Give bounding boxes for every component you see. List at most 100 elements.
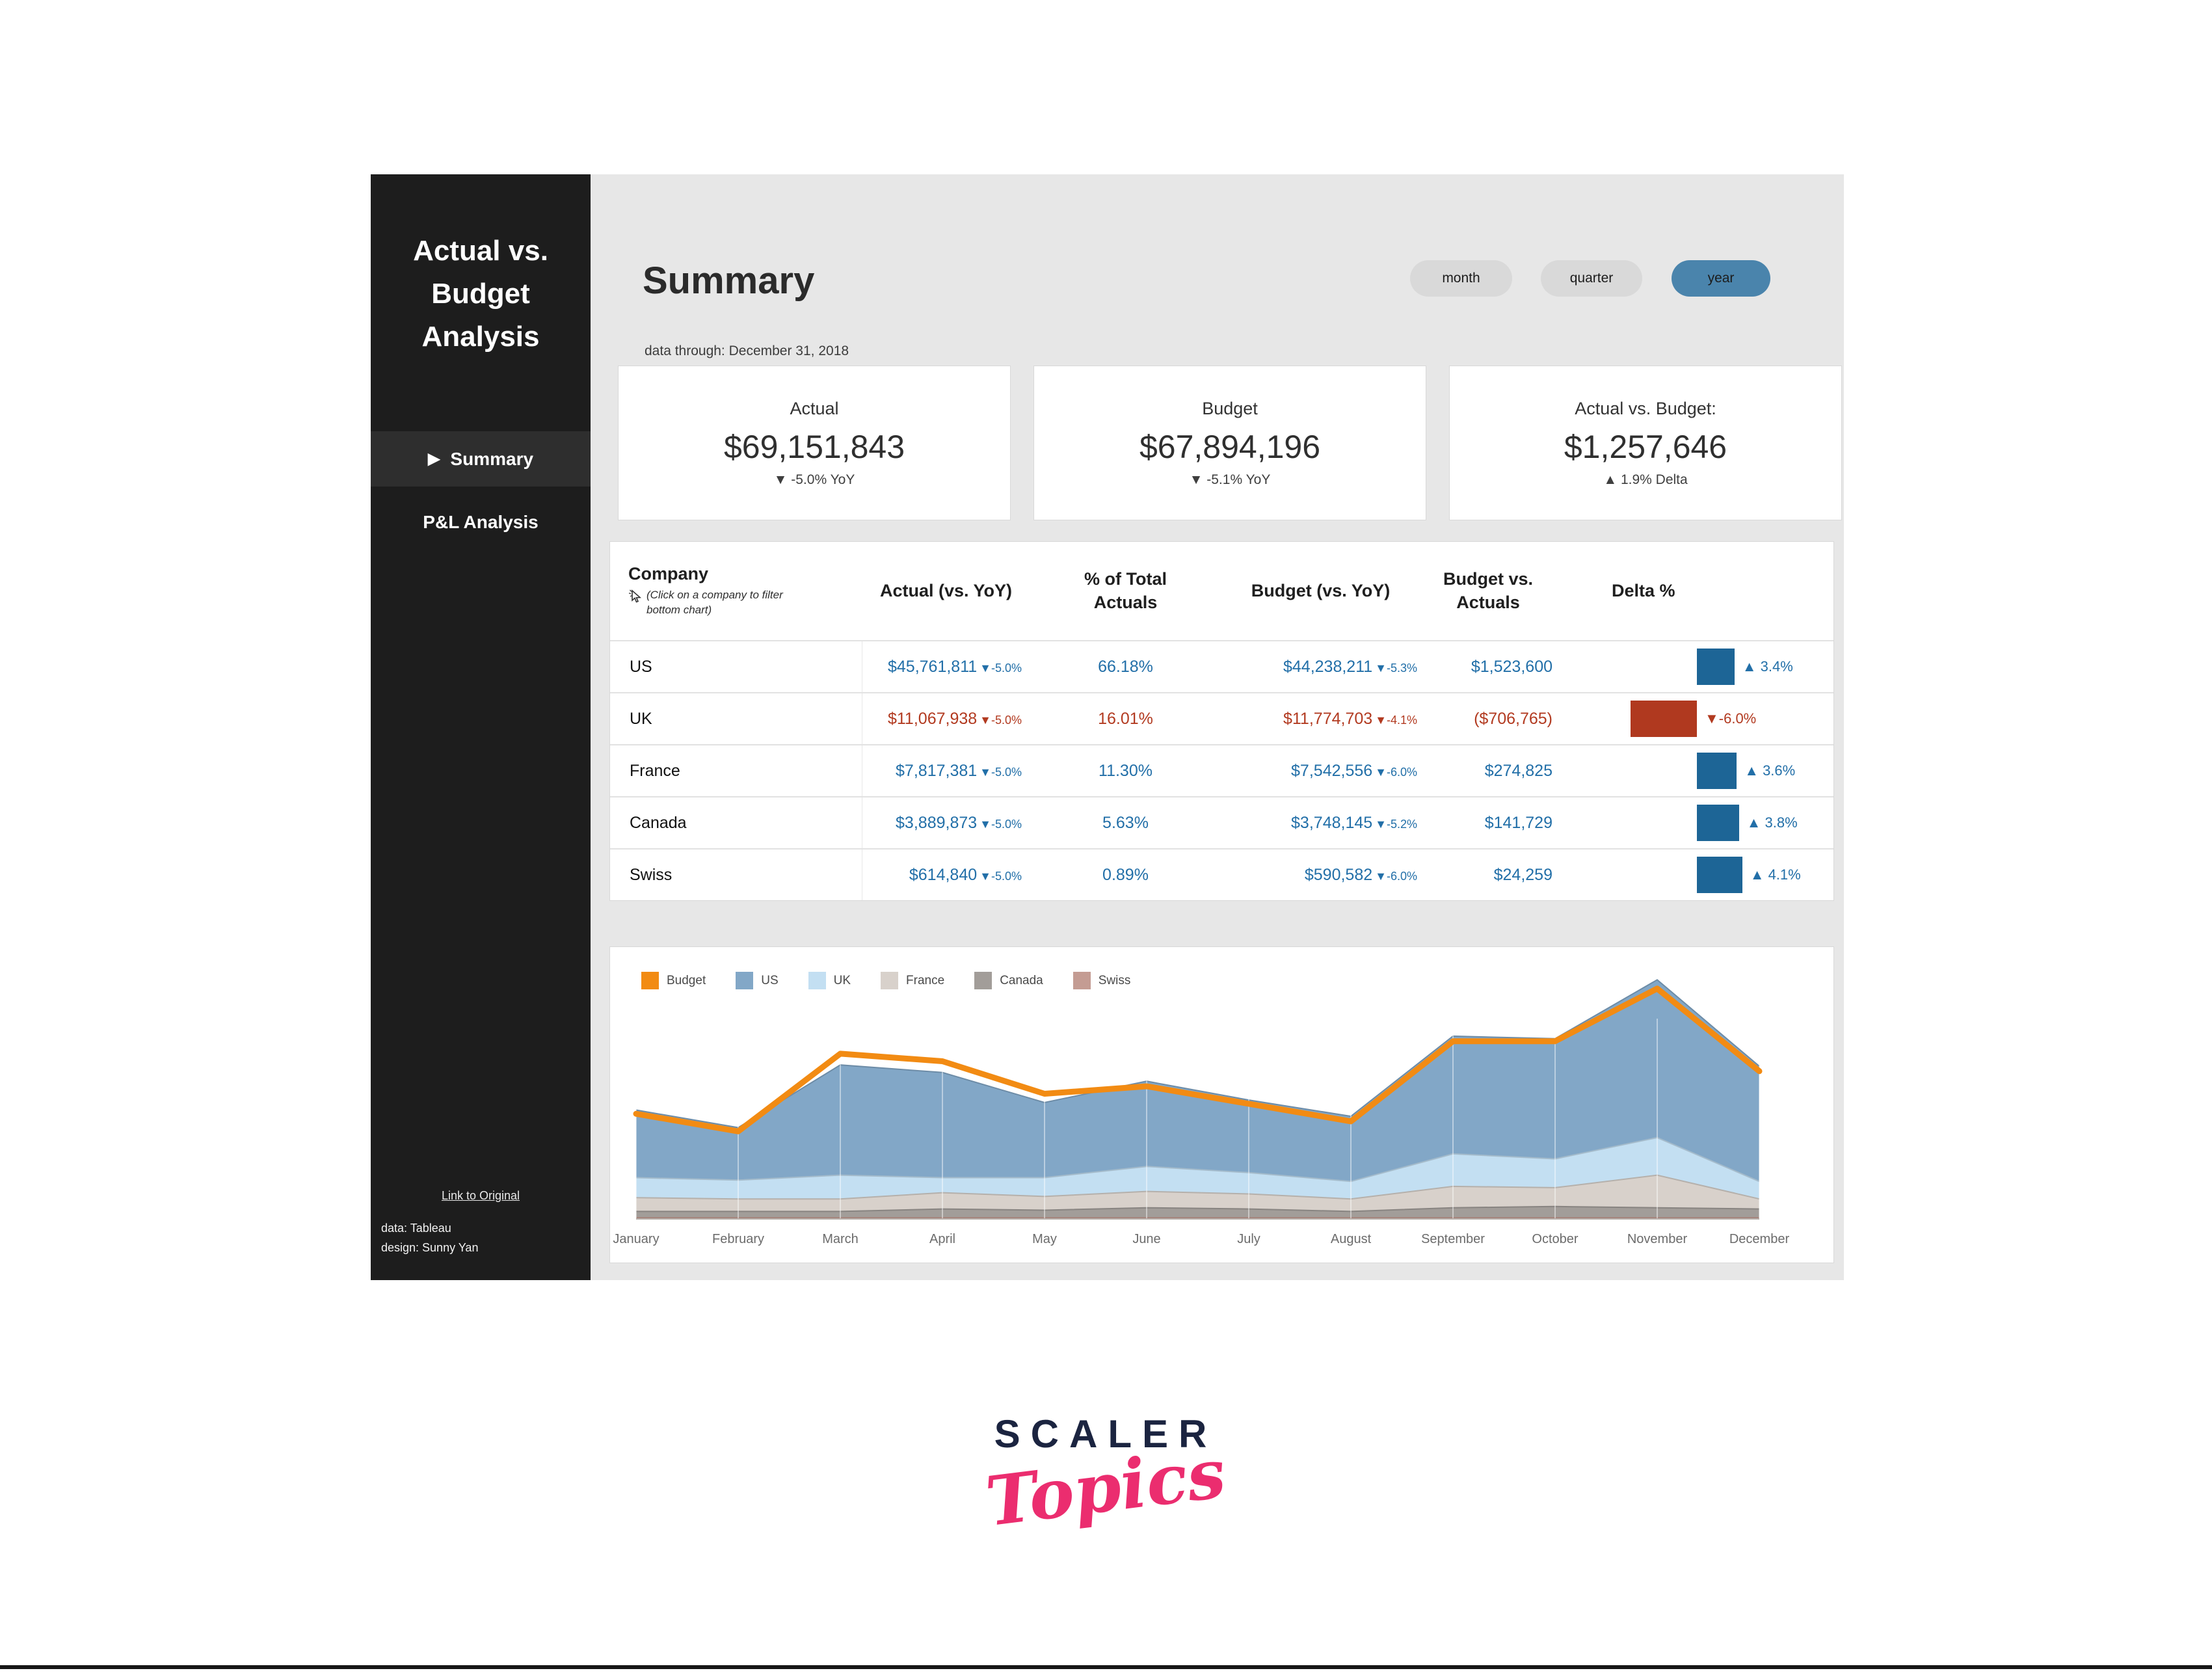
pct-total-cell: 16.01% [1098, 709, 1153, 728]
svg-text:July: July [1237, 1232, 1260, 1246]
kpi-label: Actual [790, 398, 839, 418]
company-cell[interactable]: UK [610, 693, 862, 744]
kpi-delta: ▼ -5.0% YoY [773, 472, 855, 487]
kpi-value: $69,151,843 [723, 428, 905, 465]
delta-cell: ▲ 3.6% [1556, 745, 1833, 796]
kpi-value: $67,894,196 [1139, 428, 1321, 465]
kpi-delta: ▼ -5.1% YoY [1189, 472, 1271, 487]
actual-cell: $45,761,811 ▼-5.0% [887, 657, 1022, 676]
company-cell[interactable]: France [610, 745, 862, 796]
kpi-card-actual: Actual $69,151,843 ▼ -5.0% YoY [618, 366, 1011, 520]
pct-total-cell: 11.30% [1099, 761, 1153, 780]
delta-cell: ▲ 3.8% [1556, 797, 1833, 848]
table-filter-note: (Click on a company to filter bottom cha… [628, 588, 817, 618]
credit-design: design: Sunny Yan [381, 1240, 479, 1254]
delta-cell: ▲ 4.1% [1556, 850, 1833, 900]
sidebar-item-pl-analysis[interactable]: P&L Analysis [371, 503, 591, 542]
table-body: US $45,761,811 ▼-5.0% 66.18% $44,238,211 ▼-5.… [610, 640, 1833, 900]
legend-item-swiss[interactable]: Swiss [1073, 972, 1130, 989]
table-header: Company (Click on a company to filter bo… [610, 542, 1833, 640]
monthly-area-chart: January February March April May June July Augu… [609, 946, 1834, 1263]
svg-text:March: March [822, 1232, 859, 1246]
delta-cell: ▼-6.0% [1556, 693, 1833, 744]
budget-cell: $44,238,211 ▼-5.3% [1283, 657, 1417, 676]
dashboard: Actual vs. Budget Analysis ▶ Summary P&L… [371, 174, 1844, 1280]
svg-text:February: February [712, 1232, 764, 1246]
svg-text:August: August [1331, 1232, 1372, 1246]
pct-total-cell: 66.18% [1098, 657, 1153, 676]
legend-item-budget[interactable]: Budget [641, 972, 706, 989]
link-to-original[interactable]: Link to Original [441, 1189, 520, 1202]
legend-label: US [761, 973, 779, 987]
period-button-year[interactable]: year [1672, 260, 1770, 297]
column-header-delta: Delta % [1612, 581, 1675, 600]
legend-item-uk[interactable]: UK [808, 972, 851, 989]
legend-label: Canada [1000, 973, 1043, 987]
cursor-icon [628, 589, 642, 603]
actual-cell: $7,817,381 ▼-5.0% [896, 761, 1022, 780]
delta-cell: ▲ 3.4% [1556, 641, 1833, 692]
company-cell[interactable]: Swiss [610, 850, 862, 900]
kpi-value: $1,257,646 [1564, 428, 1727, 465]
period-button-month[interactable]: month [1410, 260, 1512, 297]
table-row: Canada $3,889,873 ▼-5.0% 5.63% $3,748,145 ▼-5… [610, 796, 1833, 848]
legend-swatch [1073, 972, 1091, 989]
delta-label: ▼-6.0% [1705, 710, 1757, 727]
column-header-pct-total: % of Total Actuals [1084, 569, 1167, 612]
sidebar-item-label: P&L Analysis [423, 512, 539, 532]
legend-swatch [974, 972, 993, 989]
svg-text:June: June [1132, 1232, 1160, 1246]
credits: data: Tableau design: Sunny Yan [381, 1219, 478, 1257]
actual-cell: $11,067,938 ▼-5.0% [887, 709, 1022, 728]
svg-text:December: December [1729, 1232, 1790, 1246]
company-cell[interactable]: US [610, 641, 862, 692]
legend-label: UK [833, 973, 851, 987]
budget-vs-actuals-cell: $1,523,600 [1471, 657, 1552, 676]
kpi-label: Actual vs. Budget: [1575, 398, 1716, 418]
pct-total-cell: 5.63% [1102, 813, 1149, 832]
table-row: France $7,817,381 ▼-5.0% 11.30% $7,542,556 ▼-… [610, 744, 1833, 796]
budget-cell: $3,748,145 ▼-5.2% [1291, 813, 1417, 832]
delta-label: ▲ 4.1% [1750, 866, 1801, 883]
column-header-budget-vs-actuals: Budget vs. Actuals [1443, 569, 1534, 612]
kpi-delta: ▲ 1.9% Delta [1603, 472, 1688, 487]
sidebar-item-summary[interactable]: ▶ Summary [371, 431, 591, 487]
kpi-card-actual-vs-budget: Actual vs. Budget: $1,257,646 ▲ 1.9% Del… [1449, 366, 1842, 520]
legend-item-canada[interactable]: Canada [974, 972, 1043, 989]
budget-cell: $7,542,556 ▼-6.0% [1291, 761, 1417, 780]
selected-triangle-icon: ▶ [427, 450, 440, 468]
kpi-card-budget: Budget $67,894,196 ▼ -5.1% YoY [1033, 366, 1426, 520]
svg-text:May: May [1032, 1232, 1057, 1246]
budget-cell: $590,582 ▼-6.0% [1304, 865, 1417, 884]
bottom-divider [0, 1665, 2212, 1669]
delta-label: ▲ 3.4% [1742, 658, 1793, 675]
svg-text:January: January [613, 1232, 659, 1246]
delta-label: ▲ 3.6% [1744, 762, 1796, 779]
delta-bar [1697, 649, 1735, 685]
legend-item-us[interactable]: US [736, 972, 779, 989]
legend-swatch [736, 972, 754, 989]
delta-bar [1697, 805, 1739, 841]
sidebar-item-label: Summary [450, 448, 534, 469]
budget-cell: $11,774,703 ▼-4.1% [1283, 709, 1417, 728]
period-button-quarter[interactable]: quarter [1541, 260, 1642, 297]
legend-swatch [641, 972, 659, 989]
delta-label: ▲ 3.8% [1746, 814, 1798, 831]
chart-legend: Budget US UK France Canada Swiss [641, 972, 1130, 989]
pct-total-cell: 0.89% [1102, 865, 1149, 884]
svg-text:April: April [929, 1232, 955, 1246]
legend-item-france[interactable]: France [881, 972, 944, 989]
svg-text:October: October [1532, 1232, 1578, 1246]
company-table: Company (Click on a company to filter bo… [609, 541, 1834, 901]
budget-vs-actuals-cell: $24,259 [1493, 865, 1552, 884]
legend-swatch [881, 972, 899, 989]
company-cell[interactable]: Canada [610, 797, 862, 848]
delta-bar [1697, 857, 1742, 893]
scaler-topics-logo: SCALER Topics [943, 1412, 1268, 1542]
credit-data: data: Tableau [381, 1222, 451, 1235]
budget-vs-actuals-cell: $141,729 [1484, 813, 1552, 832]
svg-text:September: September [1421, 1232, 1485, 1246]
column-header-budget: Budget (vs. YoY) [1251, 581, 1391, 600]
legend-label: France [906, 973, 945, 987]
kpi-label: Budget [1202, 398, 1258, 418]
